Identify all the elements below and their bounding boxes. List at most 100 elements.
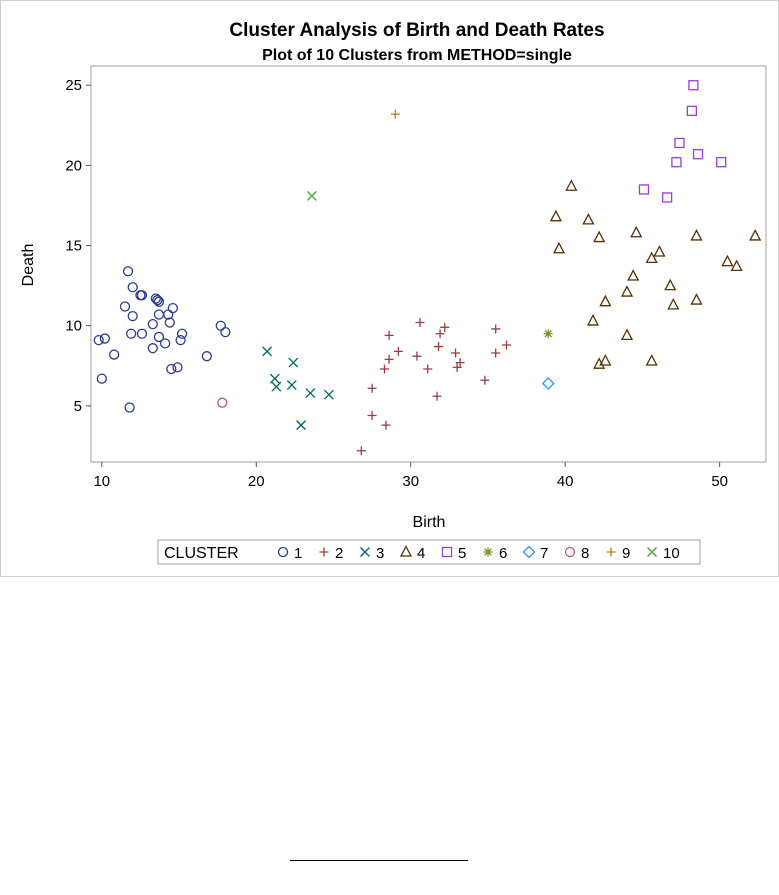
point-cluster-2 — [502, 340, 512, 350]
point-cluster-5 — [661, 192, 673, 203]
point-cluster-1 — [122, 266, 134, 277]
y-tick-label: 20 — [65, 157, 82, 174]
point-cluster-5 — [671, 157, 682, 168]
point-cluster-10 — [306, 190, 317, 201]
x-tick-label: 20 — [248, 473, 265, 490]
point-cluster-3 — [269, 373, 280, 384]
point-cluster-1 — [176, 328, 188, 339]
point-cluster-1 — [201, 351, 212, 362]
footer-rule — [290, 860, 468, 861]
x-tick-label: 30 — [402, 473, 419, 490]
point-cluster-1 — [109, 349, 120, 360]
legend-marker-2 — [319, 547, 329, 557]
y-tick-label: 5 — [74, 398, 82, 415]
point-cluster-1 — [153, 296, 165, 307]
point-cluster-1 — [96, 373, 107, 384]
point-cluster-3 — [323, 389, 334, 400]
point-cluster-1 — [93, 335, 104, 346]
point-cluster-1 — [172, 362, 183, 373]
x-tick-label: 10 — [93, 473, 110, 490]
legend-label-2: 2 — [335, 545, 343, 562]
point-cluster-2 — [393, 346, 403, 356]
point-cluster-3 — [271, 381, 282, 392]
point-cluster-7 — [541, 377, 555, 390]
point-cluster-1 — [153, 309, 165, 320]
legend-label-10: 10 — [663, 545, 680, 562]
legend-marker-1 — [277, 546, 289, 558]
point-cluster-2 — [440, 322, 450, 332]
point-cluster-4 — [552, 241, 566, 254]
chart-subtitle: Plot of 10 Clusters from METHOD=single — [262, 47, 572, 64]
point-cluster-1 — [153, 331, 165, 343]
point-cluster-4 — [730, 259, 743, 272]
point-cluster-2 — [434, 342, 444, 352]
legend-label-5: 5 — [458, 545, 466, 562]
point-cluster-1 — [152, 294, 163, 306]
point-cluster-2 — [379, 364, 389, 374]
point-cluster-4 — [549, 209, 563, 222]
point-cluster-1 — [127, 310, 138, 322]
point-cluster-2 — [384, 330, 394, 340]
point-cluster-4 — [630, 225, 643, 238]
point-cluster-2 — [491, 348, 501, 358]
point-cluster-1 — [99, 333, 111, 344]
scatter-chart: Cluster Analysis of Birth and Death Rate… — [20, 20, 767, 565]
legend-label-6: 6 — [499, 545, 507, 562]
point-cluster-6 — [543, 329, 553, 339]
y-tick-label: 25 — [65, 77, 82, 94]
point-cluster-4 — [599, 294, 612, 307]
point-cluster-1 — [220, 326, 231, 338]
point-cluster-4 — [667, 297, 680, 310]
point-cluster-2 — [367, 411, 377, 421]
point-cluster-1 — [136, 290, 148, 301]
point-cluster-5 — [638, 184, 650, 195]
legend-items: 1 2 3 4 5 6 7 8 9 10 — [277, 545, 680, 562]
point-cluster-4 — [653, 245, 666, 257]
point-cluster-3 — [296, 420, 307, 431]
point-cluster-3 — [305, 388, 316, 399]
x-tick-label: 40 — [557, 473, 574, 490]
chart-frame: Cluster Analysis of Birth and Death Rate… — [0, 0, 779, 577]
legend-marker-4 — [399, 545, 413, 557]
point-cluster-1 — [147, 343, 158, 354]
point-cluster-5 — [716, 157, 727, 168]
legend: CLUSTER 1 2 3 4 5 6 7 8 9 10 — [157, 539, 701, 565]
y-axis: 5 10 15 20 25 — [65, 77, 91, 415]
point-cluster-2 — [415, 318, 425, 328]
point-cluster-2 — [491, 324, 501, 334]
point-cluster-1 — [215, 320, 226, 331]
point-cluster-4 — [627, 269, 640, 281]
point-cluster-5 — [688, 80, 699, 91]
point-cluster-9 — [390, 109, 400, 119]
point-cluster-4 — [599, 354, 612, 366]
point-cluster-2 — [480, 375, 490, 385]
y-tick-label: 15 — [65, 238, 82, 255]
point-cluster-2 — [432, 391, 442, 401]
point-cluster-2 — [455, 358, 465, 368]
point-cluster-4 — [645, 354, 658, 366]
y-axis-label: Death — [20, 244, 37, 287]
plot-area — [90, 65, 767, 463]
point-cluster-2 — [381, 420, 391, 430]
point-cluster-2 — [356, 446, 366, 456]
point-cluster-3 — [286, 380, 297, 391]
point-cluster-3 — [288, 357, 299, 368]
point-cluster-4 — [565, 179, 578, 191]
point-cluster-1 — [119, 301, 131, 312]
point-cluster-4 — [645, 251, 658, 264]
data-points — [93, 80, 762, 456]
legend-marker-9 — [606, 547, 616, 557]
point-cluster-2 — [451, 348, 461, 358]
legend-marker-10 — [647, 547, 657, 557]
point-cluster-5 — [686, 105, 698, 117]
point-cluster-5 — [674, 137, 685, 149]
point-cluster-1 — [159, 338, 171, 349]
legend-marker-7 — [522, 545, 536, 559]
point-cluster-1 — [150, 293, 162, 304]
legend-label-1: 1 — [294, 545, 302, 562]
point-cluster-4 — [586, 314, 600, 326]
legend-marker-8 — [564, 546, 576, 558]
legend-box — [157, 539, 701, 565]
y-tick-label: 10 — [65, 318, 82, 335]
point-cluster-2 — [423, 364, 433, 374]
